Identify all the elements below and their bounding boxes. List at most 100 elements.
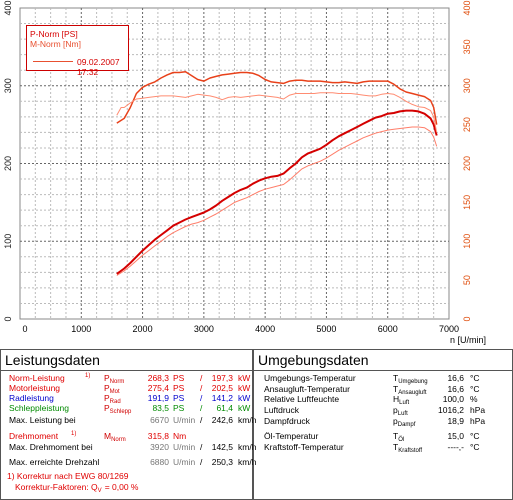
y-right-tick-label: 300 bbox=[462, 78, 472, 93]
separator: / bbox=[200, 373, 203, 383]
chart-legend: P-Norm [PS] M-Norm [Nm] 09.02.2007 17:32 bbox=[26, 25, 129, 77]
umgebung-label: Umgebungs-Temperatur bbox=[264, 373, 356, 383]
umgebung-unit: °C bbox=[470, 442, 480, 452]
symbol: PRad bbox=[104, 393, 121, 405]
unit-secondary: km/h bbox=[238, 457, 257, 467]
unit-primary: U/min bbox=[173, 457, 196, 467]
value-secondary: 197,3 bbox=[211, 373, 233, 383]
umgebung-label: Dampfdruck bbox=[264, 416, 310, 426]
symbol: PSchlepp bbox=[104, 403, 132, 415]
value-primary: 275,4 bbox=[147, 383, 169, 393]
umgebung-value: ----,- bbox=[447, 442, 464, 452]
series-line bbox=[116, 71, 438, 125]
leistung-label: Max. Drehmoment bei bbox=[9, 442, 93, 452]
umgebungsdaten-title: Umgebungsdaten bbox=[254, 350, 512, 371]
umgebung-symbol: TAnsaugluft bbox=[393, 384, 427, 396]
value-secondary: 202,5 bbox=[211, 383, 233, 393]
leistungsdaten-title: Leistungsdaten bbox=[1, 350, 252, 371]
legend-torque-label: M-Norm [Nm] bbox=[30, 39, 81, 49]
legend-line-sample bbox=[33, 61, 73, 62]
y-right-tick-label: 200 bbox=[462, 156, 472, 171]
footnote-correction-factors: Korrektur-Faktoren: QV = 0,00 % bbox=[15, 482, 139, 494]
symbol: PNorm bbox=[104, 373, 125, 385]
umgebung-value: 16,6 bbox=[447, 373, 464, 383]
value-primary: 3920 bbox=[150, 442, 169, 452]
leistung-row: Schleppleistung PSchlepp 83,5 PS / 61,4 kW bbox=[9, 403, 251, 415]
umgebung-row: Dampfdruck pDampf 18,9 hPa bbox=[264, 416, 509, 428]
umgebung-label: Luftdruck bbox=[264, 405, 299, 415]
x-tick-label: 5000 bbox=[316, 324, 336, 334]
unit-secondary: kW bbox=[238, 403, 251, 413]
separator: / bbox=[200, 442, 203, 452]
unit-primary: PS bbox=[173, 403, 185, 413]
series-line bbox=[116, 109, 438, 275]
umgebung-row: Relative Luftfeuchte HLuft 100,0% bbox=[264, 394, 509, 406]
x-tick-label: 2000 bbox=[133, 324, 153, 334]
umgebung-row: Luftdruck pLuft 1016,2 hPa bbox=[264, 405, 509, 417]
separator: / bbox=[200, 457, 203, 467]
leistung-label: Max. erreichte Drehzahl bbox=[9, 457, 100, 467]
unit-secondary: km/h bbox=[238, 442, 257, 452]
unit-secondary: kW bbox=[238, 373, 251, 383]
unit-secondary: km/h bbox=[238, 415, 257, 425]
unit-primary: PS bbox=[173, 373, 185, 383]
umgebung-value: 18,9 bbox=[447, 416, 464, 426]
leistung-label: Max. Leistung bei bbox=[9, 415, 76, 425]
value-secondary: 142,5 bbox=[211, 442, 233, 452]
unit-primary: Nm bbox=[173, 431, 187, 441]
umgebung-label: Ansaugluft-Temperatur bbox=[264, 384, 350, 394]
separator: / bbox=[200, 383, 203, 393]
y-right-tick-label: 250 bbox=[462, 117, 472, 132]
umgebung-unit: °C bbox=[470, 384, 480, 394]
value-primary: 268,3 bbox=[147, 373, 169, 383]
leistung-label: Drehmoment bbox=[9, 431, 59, 441]
separator: / bbox=[200, 393, 203, 403]
separator: / bbox=[200, 415, 203, 425]
unit-primary: PS bbox=[173, 393, 185, 403]
x-tick-label: 3000 bbox=[194, 324, 214, 334]
x-tick-label: 4000 bbox=[255, 324, 275, 334]
value-primary: 6670 bbox=[150, 415, 169, 425]
umgebung-value: 15,0 bbox=[447, 431, 464, 441]
umgebung-row: Kraftstoff-Temperatur TKraftstoff ----,- °C bbox=[264, 442, 509, 454]
footnote-marker: 1) bbox=[71, 431, 77, 437]
umgebung-row: Ansaugluft-Temperatur TAnsaugluft 16,6 °C bbox=[264, 384, 509, 396]
value-secondary: 242,6 bbox=[211, 415, 233, 425]
footnote-correction: 1) Korrektur nach EWG 80/1269 bbox=[7, 471, 129, 481]
leistung-row: Motorleistung PMot 275,4 PS / 202,5 kW bbox=[9, 383, 251, 395]
y-right-tick-label: 50 bbox=[462, 275, 472, 285]
y-right-tick-label: 400 bbox=[462, 0, 472, 15]
x-tick-label: 6000 bbox=[378, 324, 398, 334]
leistung-row: Norm-Leistung 1) PNorm 268,3 PS / 197,3 kW bbox=[9, 373, 251, 385]
y-left-tick-label: 100 bbox=[3, 234, 13, 249]
umgebung-unit: % bbox=[470, 394, 478, 404]
footnote-marker: 1) bbox=[85, 373, 91, 379]
y-left-tick-label: 200 bbox=[3, 156, 13, 171]
umgebung-unit: hPa bbox=[470, 416, 486, 426]
umgebung-symbol: pDampf bbox=[393, 416, 416, 428]
unit-secondary: kW bbox=[238, 393, 251, 403]
leistung-row: Max. erreichte Drehzahl 6880 U/min / 250,3 km… bbox=[9, 457, 256, 467]
legend-timestamp: 09.02.2007 17:32 bbox=[77, 57, 120, 77]
value-primary: 6880 bbox=[150, 457, 169, 467]
value-secondary: 61,4 bbox=[216, 403, 233, 413]
unit-primary: U/min bbox=[173, 415, 196, 425]
y-left-tick-label: 300 bbox=[3, 78, 13, 93]
legend-power-label: P-Norm [PS] bbox=[30, 29, 78, 39]
unit-primary: PS bbox=[173, 383, 185, 393]
umgebung-symbol: TKraftstoff bbox=[393, 442, 423, 454]
umgebung-value: 1016,2 bbox=[438, 405, 464, 415]
x-axis-label: n [U/min] bbox=[450, 335, 486, 345]
symbol: MNorm bbox=[104, 431, 126, 443]
umgebung-symbol: TUmgebung bbox=[393, 373, 428, 385]
leistung-row: Radleistung PRad 191,9 PS / 141,2 kW bbox=[9, 393, 251, 405]
leistungsdaten-panel: Leistungsdaten Norm-Leistung 1) PNorm 268,3… bbox=[0, 349, 257, 500]
y-right-tick-label: 350 bbox=[462, 39, 472, 54]
y-right-tick-label: 0 bbox=[462, 316, 472, 321]
value-secondary: 141,2 bbox=[211, 393, 233, 403]
x-tick-label: 0 bbox=[22, 324, 27, 334]
series-line bbox=[116, 126, 438, 276]
unit-secondary: kW bbox=[238, 383, 251, 393]
umgebungsdaten-panel: Umgebungsdaten Umgebungs-Temperatur TUmge… bbox=[253, 349, 513, 500]
